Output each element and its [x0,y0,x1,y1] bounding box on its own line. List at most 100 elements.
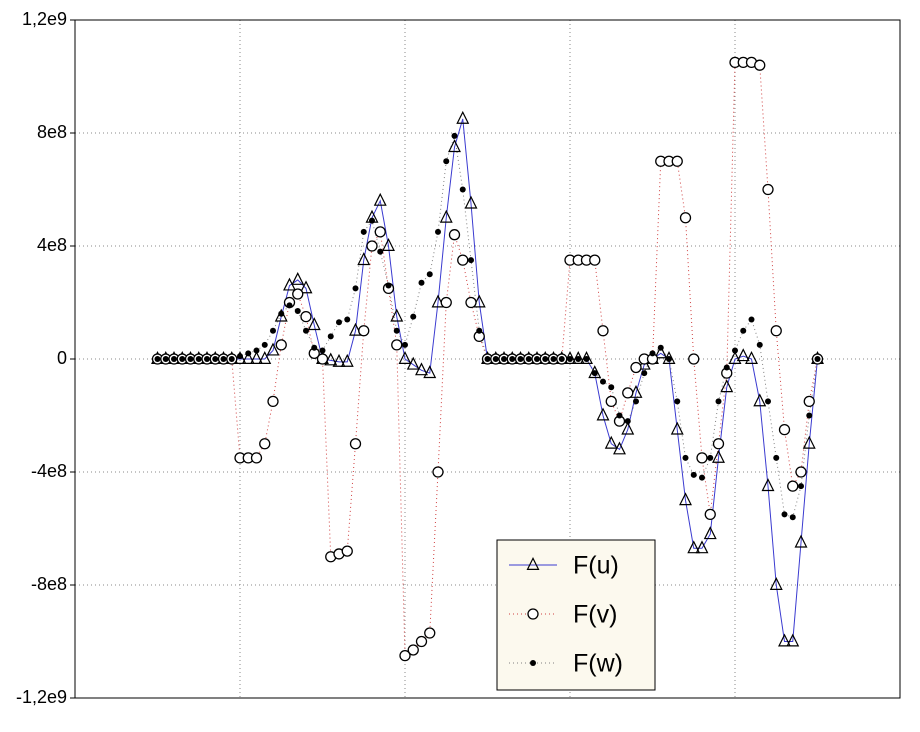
marker [327,333,334,340]
marker [624,418,631,425]
marker [526,557,540,571]
marker [622,387,634,399]
marker [688,353,700,365]
marker [753,393,767,407]
marker [492,356,499,362]
marker [690,471,697,478]
marker [806,412,813,419]
marker [373,192,387,206]
series-line [157,61,818,657]
marker [440,296,452,309]
marker [402,341,408,348]
marker [654,345,668,359]
marker [406,356,420,370]
marker [778,423,791,436]
marker [670,421,684,435]
marker [195,356,202,362]
marker [762,183,774,196]
marker [597,325,609,337]
marker [605,395,617,408]
y-tick-label: 4e8 [37,235,67,255]
plot-frame [74,19,901,699]
marker [679,212,692,224]
marker [294,307,301,314]
marker [171,356,177,362]
marker [608,384,615,391]
marker [778,633,791,647]
marker [770,325,782,337]
marker [501,356,507,362]
marker [212,356,219,362]
marker [398,351,412,364]
marker [740,327,747,334]
marker [674,398,681,405]
marker [407,644,419,656]
marker [679,492,692,506]
marker [459,186,466,193]
marker [745,351,758,364]
marker [299,280,313,294]
marker [715,398,722,405]
y-tick-label: -1,2e9 [16,687,67,707]
marker [465,296,477,309]
marker [484,356,491,362]
marker [250,452,263,464]
marker [666,356,672,362]
marker [291,271,305,285]
marker [300,310,312,323]
marker [266,342,280,356]
marker [787,480,799,492]
marker [316,353,329,365]
marker [336,319,342,326]
marker [220,356,227,362]
marker [270,327,276,334]
marker [600,378,606,385]
marker [341,545,353,557]
marker [613,441,626,455]
marker [616,412,623,419]
marker [476,327,483,334]
marker [349,438,362,450]
marker [687,540,701,554]
marker [558,356,565,362]
marker [517,356,524,362]
marker [589,254,601,266]
marker [303,327,309,334]
marker [456,110,470,124]
marker [567,356,573,362]
marker [261,341,268,348]
marker [781,511,788,518]
marker [525,356,532,362]
marker [399,649,411,662]
marker [527,608,539,620]
series-line [157,135,818,518]
marker [468,257,474,264]
marker [448,229,461,241]
marker [671,155,683,167]
marker [814,356,821,362]
marker [448,139,461,153]
marker [704,508,716,521]
marker [803,395,815,408]
marker [789,514,796,521]
marker [649,350,656,357]
marker [795,466,807,478]
marker [344,316,351,323]
legend-label: F(v) [573,601,617,629]
marker [357,252,371,266]
marker [319,347,326,354]
marker [311,344,318,351]
marker [435,228,441,235]
marker [385,282,392,289]
marker [707,454,714,461]
marker [542,356,549,362]
marker [382,238,395,251]
marker [443,158,450,165]
y-tick-label: 1,2e9 [22,9,67,29]
marker [773,454,780,461]
marker [274,308,288,322]
marker [756,341,763,348]
marker [604,435,618,449]
marker [464,195,478,209]
